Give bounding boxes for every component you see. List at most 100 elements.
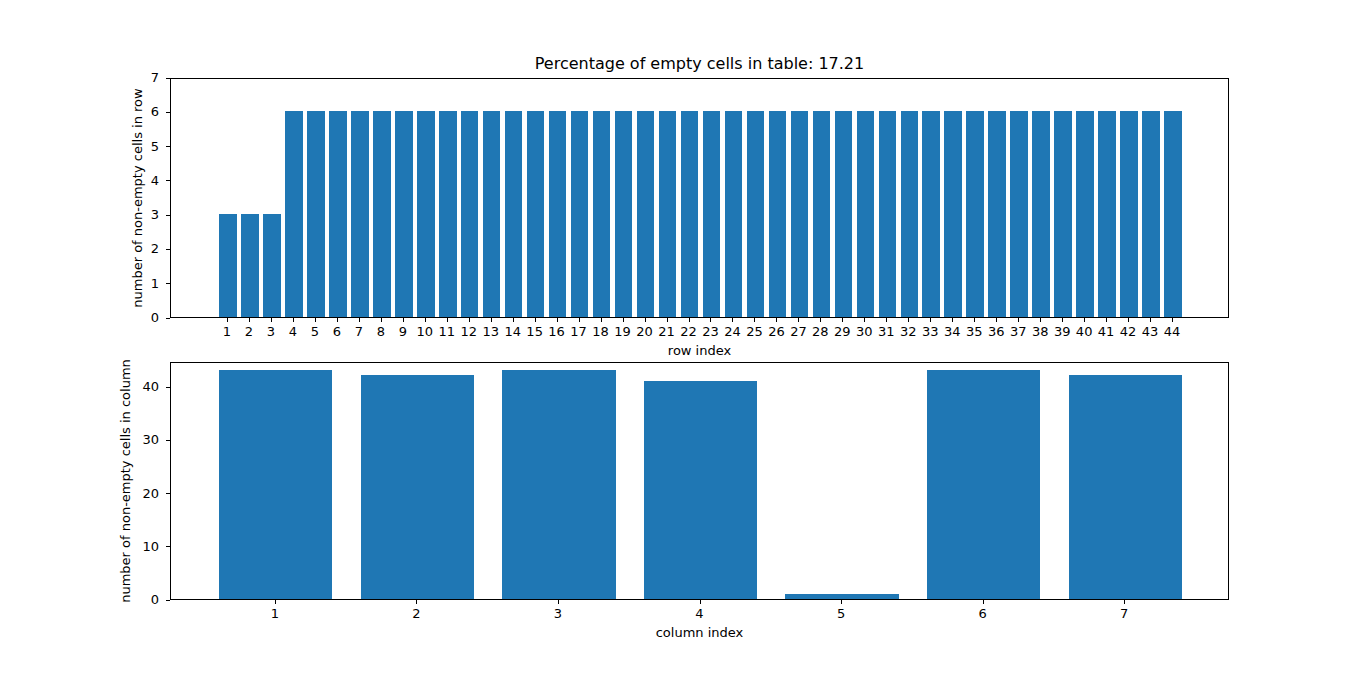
x-tick-label: 7 [1109,606,1139,621]
top-chart-x-axis-label: row index [170,343,1229,359]
bar-non-empty-cells-per-row-12 [461,111,479,317]
bar-non-empty-cells-per-row-31 [879,111,897,317]
bar-non-empty-cells-per-row-2 [241,214,259,317]
bar-non-empty-cells-per-row-5 [307,111,325,317]
y-tick-label: 5 [119,139,159,155]
bar-non-empty-cells-per-row-9 [395,111,413,317]
x-tick-mark [535,318,536,322]
x-tick-mark [983,600,984,604]
bar-non-empty-cells-per-row-32 [901,111,919,317]
x-tick-mark [359,318,360,322]
y-tick-label: 40 [119,379,159,395]
x-tick-mark [974,318,975,322]
bar-non-empty-cells-per-column-3 [502,370,615,599]
x-tick-mark [601,318,602,322]
y-tick-mark [166,493,170,494]
x-tick-mark [623,318,624,322]
y-tick-label: 0 [119,592,159,608]
bar-non-empty-cells-per-column-7 [1069,375,1182,599]
x-tick-mark [491,318,492,322]
y-tick-mark [166,180,170,181]
bar-non-empty-cells-per-row-43 [1142,111,1160,317]
x-tick-mark [337,318,338,322]
x-tick-mark [513,318,514,322]
x-tick-mark [275,600,276,604]
bar-non-empty-cells-per-row-20 [637,111,655,317]
bar-non-empty-cells-per-row-21 [659,111,677,317]
y-tick-label: 4 [119,173,159,189]
bar-non-empty-cells-per-row-22 [681,111,699,317]
x-tick-mark [886,318,887,322]
bar-non-empty-cells-per-row-13 [483,111,501,317]
y-tick-label: 20 [119,486,159,502]
bar-non-empty-cells-per-row-17 [571,111,589,317]
x-tick-mark [1150,318,1151,322]
x-tick-label: 2 [401,606,431,621]
x-tick-mark [1124,600,1125,604]
x-tick-mark [996,318,997,322]
x-tick-mark [293,318,294,322]
y-tick-mark [166,387,170,388]
x-tick-mark [1084,318,1085,322]
bar-non-empty-cells-per-row-42 [1120,111,1138,317]
x-tick-mark [710,318,711,322]
bar-non-empty-cells-per-row-28 [813,111,831,317]
y-tick-label: 30 [119,432,159,448]
x-tick-label: 44 [1157,324,1187,339]
x-tick-mark [952,318,953,322]
x-tick-mark [908,318,909,322]
matplotlib-figure: Percentage of empty cells in table: 17.2… [0,0,1366,674]
bar-non-empty-cells-per-row-39 [1054,111,1072,317]
y-tick-mark [166,283,170,284]
bottom-chart-x-axis-label: column index [170,625,1229,641]
bar-non-empty-cells-per-row-26 [769,111,787,317]
x-tick-mark [864,318,865,322]
bar-non-empty-cells-per-column-1 [219,370,332,599]
bar-non-empty-cells-per-column-2 [361,375,474,599]
bar-non-empty-cells-per-row-30 [857,111,875,317]
bar-non-empty-cells-per-row-10 [417,111,435,317]
x-tick-mark [1172,318,1173,322]
bar-non-empty-cells-per-row-18 [593,111,611,317]
bottom-chart-plot-area [170,362,1229,600]
x-tick-mark [1040,318,1041,322]
x-tick-mark [315,318,316,322]
bar-non-empty-cells-per-row-3 [263,214,281,317]
x-tick-mark [1106,318,1107,322]
bar-non-empty-cells-per-row-23 [703,111,721,317]
y-tick-mark [166,249,170,250]
bar-non-empty-cells-per-row-15 [527,111,545,317]
y-tick-label: 3 [119,207,159,223]
x-tick-mark [732,318,733,322]
bar-non-empty-cells-per-column-6 [927,370,1040,599]
y-tick-label: 7 [119,70,159,86]
x-tick-mark [271,318,272,322]
bar-non-empty-cells-per-row-25 [747,111,765,317]
bar-non-empty-cells-per-row-16 [549,111,567,317]
x-tick-mark [1128,318,1129,322]
x-tick-mark [820,318,821,322]
y-tick-mark [166,146,170,147]
x-tick-mark [798,318,799,322]
bar-non-empty-cells-per-row-41 [1098,111,1116,317]
bar-non-empty-cells-per-row-24 [725,111,743,317]
bar-non-empty-cells-per-row-37 [1010,111,1028,317]
x-tick-mark [667,318,668,322]
x-tick-mark [842,318,843,322]
bar-non-empty-cells-per-row-11 [439,111,457,317]
bar-non-empty-cells-per-row-40 [1076,111,1094,317]
bar-non-empty-cells-per-row-38 [1032,111,1050,317]
bar-non-empty-cells-per-column-5 [785,594,898,599]
x-tick-mark [1062,318,1063,322]
bar-non-empty-cells-per-row-4 [285,111,303,317]
x-tick-mark [558,600,559,604]
bar-non-empty-cells-per-row-6 [329,111,347,317]
y-tick-mark [166,318,170,319]
x-tick-mark [841,600,842,604]
bar-non-empty-cells-per-row-1 [219,214,237,317]
x-tick-mark [645,318,646,322]
x-tick-mark [776,318,777,322]
x-tick-mark [381,318,382,322]
x-tick-mark [689,318,690,322]
x-tick-mark [249,318,250,322]
